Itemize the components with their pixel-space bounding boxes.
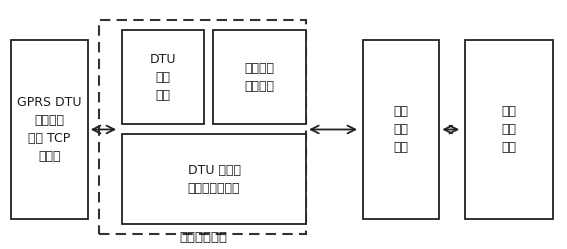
Text: 虚拟串口
监听端口: 虚拟串口 监听端口 xyxy=(244,62,274,93)
Text: GPRS DTU
系统软件
中的 TCP
客户端: GPRS DTU 系统软件 中的 TCP 客户端 xyxy=(18,96,82,163)
Bar xyxy=(11,40,88,219)
Text: 数据中心软件: 数据中心软件 xyxy=(179,231,227,244)
Bar xyxy=(99,20,306,234)
Text: DTU
服务
端口: DTU 服务 端口 xyxy=(150,53,176,102)
Text: DTU 和虚拟
串口连接信息表: DTU 和虚拟 串口连接信息表 xyxy=(188,164,240,195)
Bar xyxy=(465,40,553,219)
Text: 数据
采集
软件: 数据 采集 软件 xyxy=(501,105,517,154)
Bar xyxy=(122,30,204,124)
Bar xyxy=(122,134,306,224)
Bar xyxy=(213,30,306,124)
Text: 虚拟
串口
软件: 虚拟 串口 软件 xyxy=(393,105,409,154)
Bar xyxy=(363,40,439,219)
